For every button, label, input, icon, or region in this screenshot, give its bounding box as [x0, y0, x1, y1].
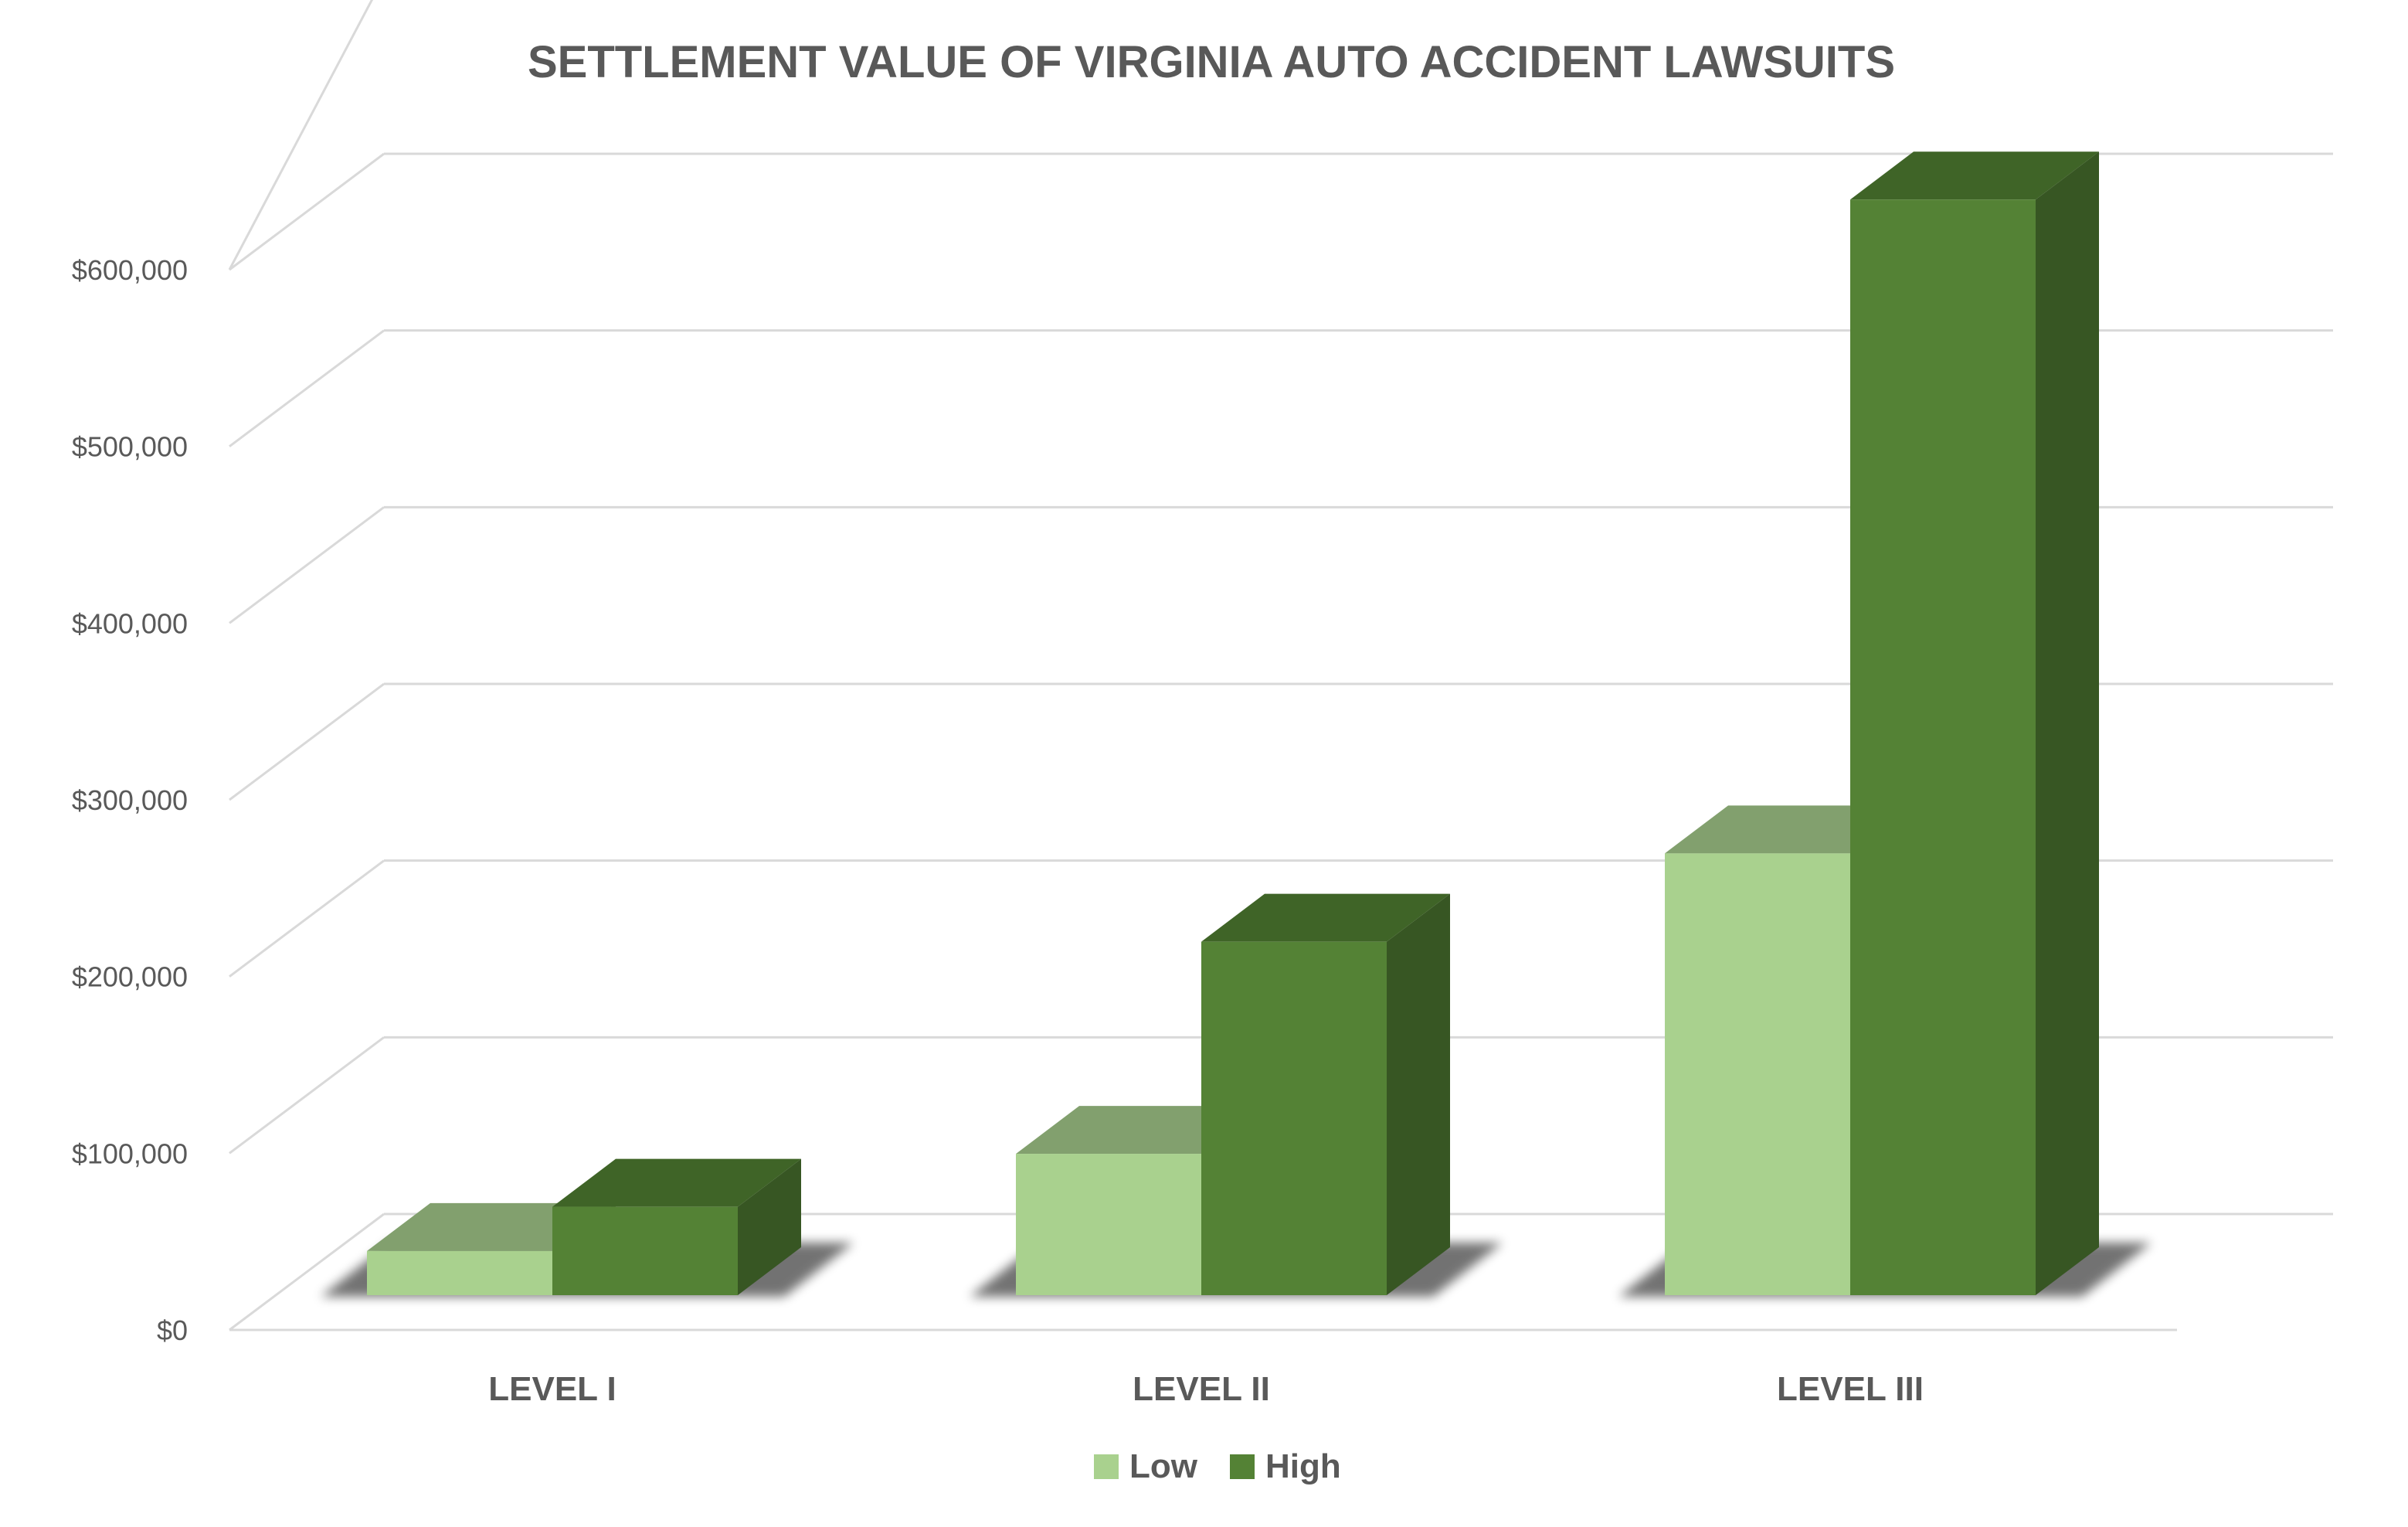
- bar-high-1: [552, 1206, 738, 1295]
- bar-high-3: [1850, 199, 2036, 1296]
- bar-high-2: [1201, 941, 1387, 1295]
- y-axis-ticks: $0 $100,000 $200,000 $300,000 $400,000 $500,0…: [72, 254, 188, 1346]
- legend-label-low: Low: [1129, 1447, 1198, 1485]
- gridline-slant: [228, 0, 374, 270]
- bar-top: [1850, 151, 2099, 200]
- y-tick-label: $400,000: [72, 607, 188, 639]
- legend-swatch-low: [1094, 1454, 1119, 1479]
- chart-title: SETTLEMENT VALUE OF VIRGINIA AUTO ACCIDE…: [528, 37, 1895, 87]
- gridline-slant: [229, 859, 385, 978]
- gridline-slant: [229, 1036, 385, 1155]
- y-tick-label: $600,000: [72, 254, 188, 286]
- bar-top: [1201, 893, 1450, 942]
- bar-low-1: [367, 1250, 552, 1295]
- y-tick-label: $500,000: [72, 431, 188, 463]
- y-tick-label: $200,000: [72, 961, 188, 993]
- legend: Low High: [1094, 1447, 1341, 1485]
- x-axis-categories: LEVEL I LEVEL II LEVEL III: [488, 1370, 1924, 1408]
- y-tick-label: $300,000: [72, 784, 188, 816]
- y-tick-label: $100,000: [72, 1138, 188, 1169]
- bar-low-3: [1665, 853, 1850, 1295]
- gridline-slant: [229, 329, 385, 447]
- legend-swatch-high: [1230, 1454, 1255, 1479]
- bar-side: [2036, 151, 2099, 1296]
- bar-side: [738, 1158, 801, 1295]
- x-category-label: LEVEL III: [1777, 1370, 1924, 1408]
- bar-low-2: [1016, 1154, 1201, 1295]
- legend-label-high: High: [1265, 1447, 1341, 1485]
- bars: [321, 151, 2152, 1297]
- gridline-slant: [229, 152, 385, 271]
- gridline-slant: [229, 1212, 385, 1331]
- x-category-label: LEVEL II: [1133, 1370, 1270, 1408]
- bar-top: [552, 1158, 801, 1207]
- y-tick-label: $0: [157, 1314, 188, 1346]
- gridline-slant: [229, 682, 385, 801]
- bar-side: [1387, 893, 1450, 1295]
- x-category-label: LEVEL I: [488, 1370, 616, 1408]
- gridline-slant: [229, 506, 385, 624]
